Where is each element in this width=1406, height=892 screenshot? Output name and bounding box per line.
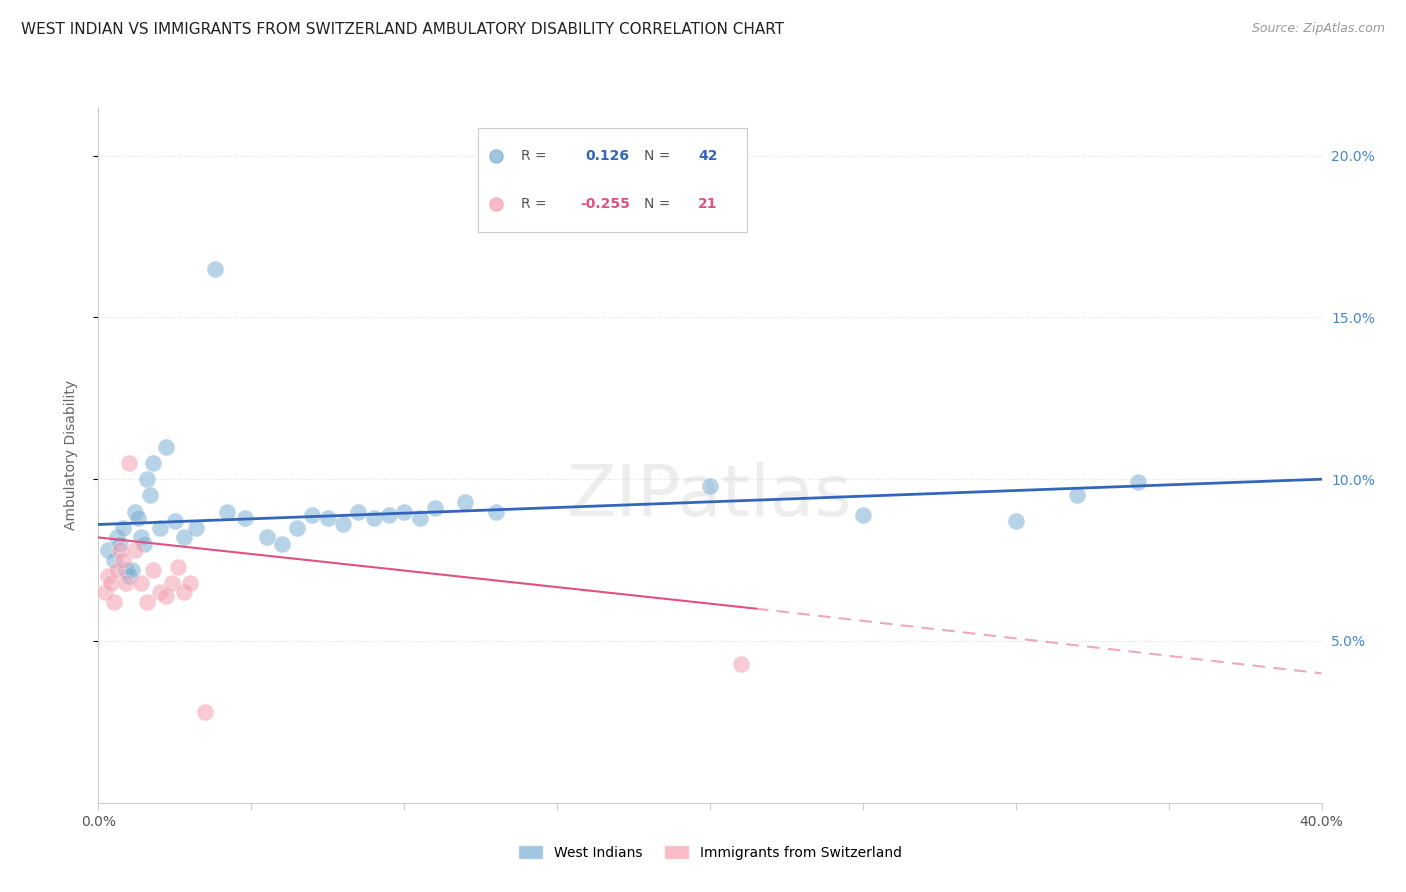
Point [115,563,138,577]
Point [149,521,172,535]
Point [163,514,186,528]
Point [139,488,162,502]
Point [423,501,446,516]
Point [155,589,177,603]
Point [121,563,143,577]
Point [485,504,508,518]
Point [173,531,195,545]
Point [105,531,128,545]
Point [93,585,115,599]
Point [97,543,120,558]
Point [111,521,134,535]
Point [256,531,278,545]
Point [173,585,195,599]
Point [699,478,721,492]
Point [108,543,131,558]
Text: Source: ZipAtlas.com: Source: ZipAtlas.com [1251,22,1385,36]
Point [1004,514,1026,528]
Point [103,595,125,609]
Point [97,569,120,583]
Point [160,575,183,590]
Point [136,472,159,486]
Point [194,705,217,719]
Point [204,261,226,276]
Point [167,559,190,574]
Point [233,511,256,525]
Point [270,537,292,551]
Point [155,440,177,454]
Point [730,657,752,671]
Point [118,456,141,470]
Point [134,537,156,551]
Point [129,531,152,545]
Point [129,575,152,590]
Point [118,569,141,583]
Point [142,563,165,577]
Point [1128,475,1150,490]
Text: ZIPatlas: ZIPatlas [567,462,853,531]
Point [179,575,201,590]
Point [108,537,131,551]
Point [111,553,134,567]
Point [124,504,146,518]
Point [100,575,122,590]
Point [347,504,370,518]
Point [332,517,354,532]
Point [124,543,146,558]
Point [1066,488,1088,502]
Point [316,511,339,525]
Point [852,508,875,522]
Point [186,521,208,535]
Point [378,508,401,522]
Point [408,511,430,525]
Point [142,456,165,470]
Point [363,511,385,525]
Point [149,585,172,599]
Point [136,595,159,609]
Point [392,504,416,518]
Legend: West Indians, Immigrants from Switzerland: West Indians, Immigrants from Switzerlan… [513,839,907,865]
Point [454,495,477,509]
Point [105,563,128,577]
Point [285,521,308,535]
Text: WEST INDIAN VS IMMIGRANTS FROM SWITZERLAND AMBULATORY DISABILITY CORRELATION CHA: WEST INDIAN VS IMMIGRANTS FROM SWITZERLA… [21,22,785,37]
Point [301,508,323,522]
Point [115,575,138,590]
Point [127,511,149,525]
Y-axis label: Ambulatory Disability: Ambulatory Disability [63,380,77,530]
Point [103,553,125,567]
Point [215,504,238,518]
